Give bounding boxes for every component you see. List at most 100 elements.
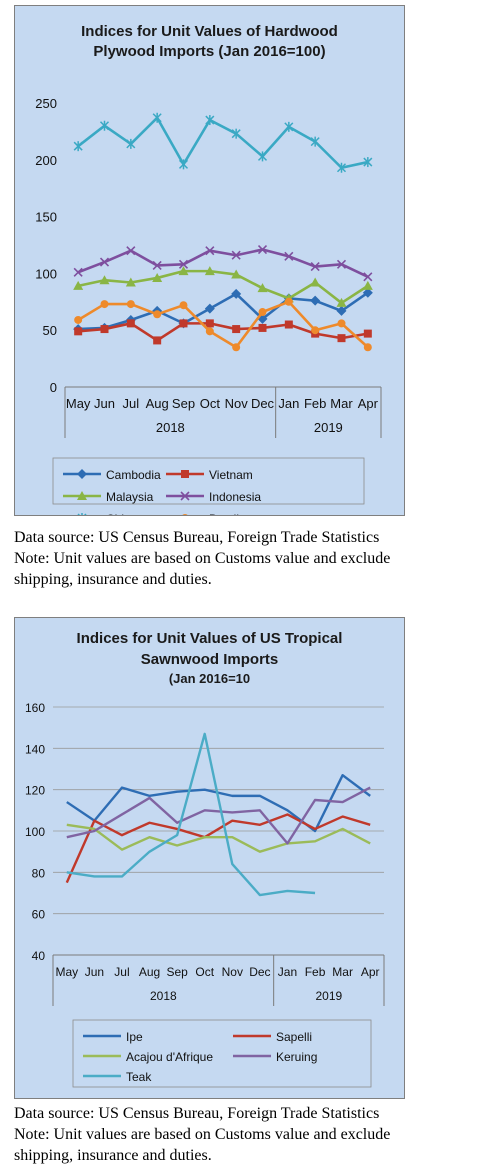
unit-values-note: Note: Unit values are based on Customs v… <box>14 1126 391 1143</box>
legend-item-teak: Teak <box>83 1070 152 1084</box>
x-tick-label: Jun <box>94 396 115 411</box>
y-tick-label: 0 <box>50 380 57 395</box>
marker-stroke <box>310 262 320 272</box>
data-point <box>73 267 83 277</box>
y-tick-label: 50 <box>43 323 57 338</box>
chart-title-line1: Indices for Unit Values of Hardwood <box>81 23 338 40</box>
data-point <box>205 246 215 256</box>
data-point <box>363 343 372 352</box>
data-point <box>284 297 293 306</box>
marker-stroke <box>180 491 190 501</box>
data-point <box>178 259 189 269</box>
data-point <box>99 257 110 267</box>
legend-label: Malaysia <box>106 490 154 504</box>
y-tick-label: 250 <box>35 96 57 111</box>
data-point <box>257 244 268 255</box>
data-point <box>152 272 163 282</box>
series-acajou-d-afrique <box>66 823 371 853</box>
series-malaysia <box>73 266 373 307</box>
data-point <box>311 326 320 335</box>
x-tick-label: Feb <box>304 396 326 411</box>
chart-notes-plywood: Data source: US Census Bureau, Foreign T… <box>14 527 390 590</box>
data-point <box>100 300 109 309</box>
chart-title-line2: Plywood Imports (Jan 2016=100) <box>93 43 326 60</box>
year-group-label: 2018 <box>150 989 177 1003</box>
x-tick-label: Jun <box>85 965 104 979</box>
data-point <box>205 115 215 126</box>
unit-values-note-cont: shipping, insurance and duties. <box>14 571 212 588</box>
series-sapelli <box>65 813 371 884</box>
data-point <box>337 319 346 328</box>
data-point <box>310 295 321 306</box>
data-source-note: Data source: US Census Bureau, Foreign T… <box>14 529 380 546</box>
data-source-note: Data source: US Census Bureau, Foreign T… <box>14 1105 380 1122</box>
x-tick-label: Nov <box>225 396 249 411</box>
data-point <box>126 319 135 328</box>
x-tick-label: Sep <box>172 396 195 411</box>
y-tick-label: 60 <box>32 908 46 922</box>
legend-swatch-marker <box>182 514 188 515</box>
data-point <box>231 250 241 260</box>
legend-label: Cambodia <box>106 468 161 482</box>
legend-label: Indonesia <box>209 490 261 504</box>
series-line-malaysia <box>77 269 369 305</box>
year-group-label: 2019 <box>314 420 343 435</box>
data-point <box>153 310 162 319</box>
y-tick-label: 120 <box>25 784 45 798</box>
series-vietnam <box>74 319 372 345</box>
data-point <box>336 259 347 269</box>
data-point <box>363 272 373 282</box>
data-point <box>362 280 373 290</box>
legend: Cambodia Vietnam Malaysia Indonesia China Bra… <box>52 457 365 515</box>
y-tick-label: 200 <box>35 153 57 168</box>
data-point <box>126 300 135 309</box>
data-point <box>284 251 294 261</box>
marker-stroke <box>336 259 347 269</box>
x-tick-label: Sep <box>166 965 188 979</box>
y-tick-label: 40 <box>32 949 46 963</box>
series-brazil <box>74 297 372 352</box>
marker-stroke <box>99 257 110 267</box>
legend-box <box>72 1019 372 1088</box>
chart-title-line2: Sawnwood Imports <box>140 651 279 668</box>
data-point <box>231 128 241 139</box>
legend-item-brazil: Brazil <box>182 512 239 515</box>
data-point <box>178 159 189 170</box>
legend-label: China <box>106 512 138 515</box>
legend-item-sapelli: Sapelli <box>233 1030 312 1044</box>
unit-values-note: Note: Unit values are based on Customs v… <box>14 550 391 567</box>
legend-item-acajou-d-afrique: Acajou d'Afrique <box>83 1050 213 1064</box>
series-line-teak <box>66 732 316 897</box>
data-point <box>205 319 214 328</box>
data-point <box>73 280 84 290</box>
series-line-cambodia <box>78 291 369 331</box>
legend-label: Ipe <box>126 1030 143 1044</box>
data-point <box>205 327 214 336</box>
marker-stroke <box>73 267 83 277</box>
marker-stroke <box>231 250 241 260</box>
legend-swatch-marker <box>77 491 87 500</box>
data-point <box>231 269 242 279</box>
data-point <box>99 275 110 285</box>
chart-panel-plywood: Indices for Unit Values of Hardwood Plyw… <box>14 5 405 516</box>
data-point <box>258 308 267 317</box>
series-line-china <box>77 116 369 170</box>
marker-stroke <box>126 246 136 256</box>
legend-label: Vietnam <box>209 468 253 482</box>
data-point <box>74 327 83 336</box>
data-point <box>336 305 347 316</box>
legend-item-ipe: Ipe <box>83 1030 143 1044</box>
x-tick-label: Jan <box>278 965 297 979</box>
x-tick-label: Oct <box>195 965 214 979</box>
plywood-line-chart: 0 50 100 150 200 250 May Jun Jul Aug Sep Oct Nov Dec J… <box>35 96 382 515</box>
x-tick-label: Oct <box>200 396 221 411</box>
series-line-keruing <box>66 786 371 845</box>
y-tick-label: 160 <box>25 701 45 715</box>
data-point <box>73 141 83 152</box>
legend-label: Teak <box>126 1070 152 1084</box>
x-tick-label: Jan <box>278 396 299 411</box>
legend-label: Keruing <box>276 1050 317 1064</box>
legend-label: Brazil <box>209 512 239 515</box>
x-tick-label: Jul <box>114 965 129 979</box>
legend: Ipe Sapelli Acajou d'Afrique Keruing Teak <box>72 1019 372 1088</box>
